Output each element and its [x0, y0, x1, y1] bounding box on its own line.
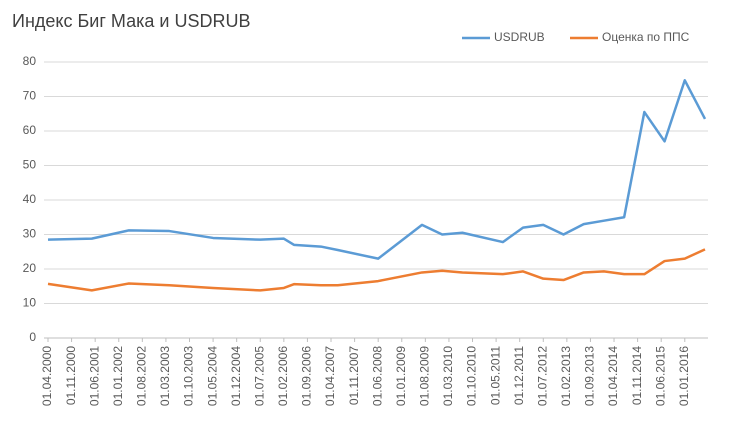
y-tick-label: 50	[23, 158, 37, 172]
y-tick-label: 60	[23, 123, 37, 137]
x-tick-label: 01.07.2005	[252, 346, 266, 406]
y-tick-label: 20	[23, 261, 37, 275]
legend-label: USDRUB	[494, 30, 545, 44]
x-tick-label: 01.02.2006	[276, 346, 290, 406]
x-tick-label: 01.11.2000	[64, 346, 78, 405]
x-tick-label: 01.01.2002	[111, 346, 125, 406]
x-tick-label: 01.03.2010	[441, 346, 455, 406]
x-tick-label: 01.02.2013	[559, 346, 573, 406]
x-tick-label: 01.05.2004	[205, 346, 219, 406]
x-tick-label: 01.04.2007	[323, 346, 337, 406]
y-tick-label: 10	[23, 296, 37, 310]
x-tick-label: 01.10.2010	[465, 346, 479, 406]
y-tick-label: 40	[23, 192, 37, 206]
x-tick-label: 01.10.2003	[182, 346, 196, 406]
x-tick-label: 01.11.2014	[630, 346, 644, 405]
x-tick-label: 01.09.2006	[300, 346, 314, 406]
chart-title: Индекс Биг Мака и USDRUB	[12, 11, 250, 31]
y-tick-label: 70	[23, 89, 37, 103]
x-tick-label: 01.01.2016	[677, 346, 691, 406]
y-tick-label: 30	[23, 227, 37, 241]
series-line	[47, 79, 707, 260]
x-tick-label: 01.06.2015	[653, 346, 667, 406]
legend-label: Оценка по ППС	[602, 30, 690, 44]
x-tick-label: 01.01.2009	[394, 346, 408, 406]
x-tick-label: 01.08.2009	[418, 346, 432, 406]
x-tick-label: 01.06.2001	[87, 346, 101, 406]
x-tick-label: 01.07.2012	[535, 346, 549, 406]
x-tick-label: 01.04.2014	[606, 346, 620, 406]
x-tick-label: 01.08.2002	[135, 346, 149, 406]
x-tick-label: 01.12.2011	[512, 346, 526, 405]
x-tick-label: 01.03.2003	[158, 346, 172, 406]
x-tick-label: 01.06.2008	[370, 346, 384, 406]
x-tick-label: 01.12.2004	[229, 346, 243, 406]
series-line	[47, 248, 706, 292]
x-tick-label: 01.11.2007	[347, 346, 361, 405]
y-tick-label: 0	[29, 330, 36, 344]
y-tick-label: 80	[23, 54, 37, 68]
x-tick-label: 01.04.2000	[40, 346, 54, 406]
x-tick-label: 01.09.2013	[583, 346, 597, 406]
x-tick-label: 01.05.2011	[488, 346, 502, 405]
